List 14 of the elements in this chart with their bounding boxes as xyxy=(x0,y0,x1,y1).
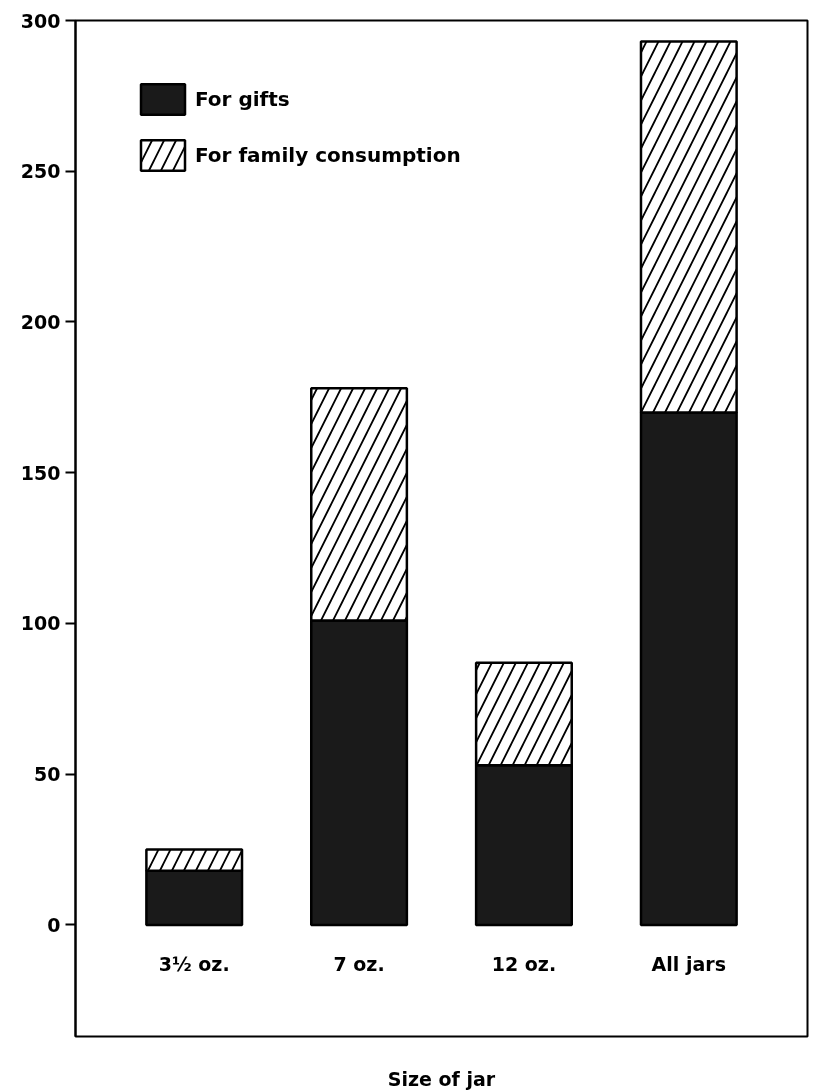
x-tick-label: All jars xyxy=(651,952,726,975)
x-tick-label: 3½ oz. xyxy=(158,952,230,975)
legend-label: For gifts xyxy=(195,87,290,111)
y-tick-label: 150 xyxy=(20,461,61,484)
y-tick-label: 0 xyxy=(47,913,61,936)
y-tick-label: 200 xyxy=(20,310,61,333)
x-axis-title: Size of jar xyxy=(387,1067,496,1090)
y-tick-label: 100 xyxy=(20,612,61,635)
legend-label: For family consumption xyxy=(195,143,461,167)
x-tick-label: 12 oz. xyxy=(491,952,557,975)
y-tick-label: 50 xyxy=(34,763,61,786)
y-tick-label: 250 xyxy=(20,160,61,183)
y-tick-label: 300 xyxy=(20,9,61,32)
x-tick-label: 7 oz. xyxy=(333,952,385,975)
